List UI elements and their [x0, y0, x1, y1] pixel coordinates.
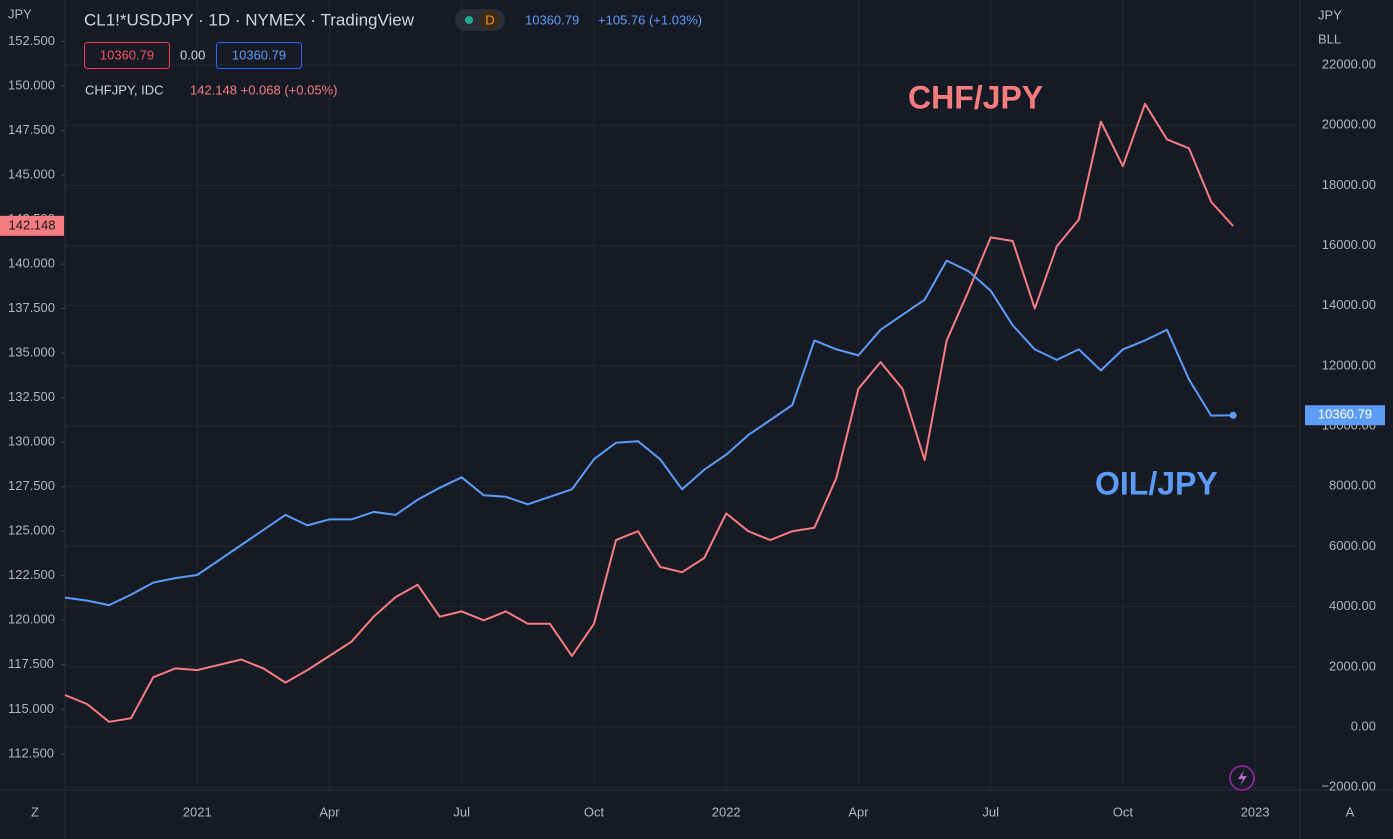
y2-tick-label: 2000.00 [1329, 658, 1376, 673]
overlay-quote: 142.148 +0.068 (+0.05%) [190, 82, 337, 97]
y2-tick-label: 16000.00 [1322, 237, 1376, 252]
y-tick-label: 117.500 [8, 656, 54, 671]
left-corner[interactable]: Z [31, 804, 39, 819]
y-tick-label: 132.500 [8, 389, 55, 404]
grid [65, 0, 1300, 790]
x-tick-label: Jul [453, 804, 470, 819]
right-unit: BLL [1318, 31, 1341, 46]
right-currency: JPY [1318, 7, 1342, 22]
y-tick-label: 145.000 [8, 166, 55, 181]
y2-tick-label: 22000.00 [1322, 56, 1376, 71]
right-corner[interactable]: A [1346, 804, 1355, 819]
plot [64, 102, 1237, 723]
y-tick-label: 125.000 [8, 523, 55, 538]
price-change: +105.76 (+1.03%) [598, 12, 702, 27]
last-price: 10360.79 [525, 12, 579, 27]
last-point [1229, 411, 1237, 419]
symbol-title[interactable]: CL1!*USDJPY · 1D · NYMEX · TradingView [84, 10, 415, 29]
price-label: 10360.79 [1318, 407, 1372, 422]
badge: D [485, 12, 494, 27]
y2-tick-label: 0.00 [1351, 718, 1376, 733]
annotation: CHF/JPY [908, 79, 1043, 115]
y2-tick-label: 8000.00 [1329, 478, 1376, 493]
y2-tick-label: −2000.00 [1321, 779, 1376, 794]
ask: 10360.79 [232, 47, 286, 62]
spread: 0.00 [180, 47, 205, 62]
x-tick-label: 2023 [1241, 804, 1270, 819]
y-tick-label: 137.500 [8, 300, 55, 315]
y2-tick-label: 6000.00 [1329, 538, 1376, 553]
bid-box[interactable] [84, 42, 170, 69]
y-tick-label: 120.000 [8, 612, 55, 627]
ask-box[interactable] [216, 42, 302, 69]
x-tick-label: Jul [982, 804, 999, 819]
left-currency[interactable]: JPY [8, 6, 32, 21]
y-tick-label: 152.500 [8, 33, 55, 48]
annotation: OIL/JPY [1095, 465, 1218, 501]
y-tick-label: 150.000 [8, 77, 55, 92]
y2-tick-label: 4000.00 [1329, 598, 1376, 613]
y-tick-label: 130.000 [8, 434, 55, 449]
overlay-symbol[interactable]: CHFJPY, IDC [85, 82, 164, 97]
y2-tick-label: 14000.00 [1322, 297, 1376, 312]
x-tick-label: 2022 [712, 804, 741, 819]
y-tick-label: 112.500 [8, 745, 54, 760]
status-dot [465, 16, 473, 24]
y2-tick-label: 12000.00 [1322, 357, 1376, 372]
x-tick-label: 2021 [183, 804, 212, 819]
alert-icon[interactable] [1229, 765, 1255, 791]
y-tick-label: 147.500 [8, 122, 55, 137]
price-label-bg [1305, 405, 1385, 426]
bid: 10360.79 [100, 47, 154, 62]
y2-tick-label: 18000.00 [1322, 177, 1376, 192]
series-line [64, 102, 1234, 723]
x-tick-label: Oct [1113, 804, 1134, 819]
x-tick-label: Apr [848, 804, 869, 819]
x-tick-label: Oct [584, 804, 605, 819]
y-tick-label: 122.500 [8, 567, 55, 582]
series-line [64, 259, 1234, 607]
price-label: 142.148 [9, 217, 56, 232]
y-tick-label: 115.000 [8, 701, 54, 716]
x-tick-label: Apr [319, 804, 340, 819]
y-tick-label: 140.000 [8, 256, 55, 271]
y2-tick-label: 20000.00 [1322, 117, 1376, 132]
alert-bolt [1238, 770, 1247, 786]
y-tick-label: 127.500 [8, 478, 55, 493]
price-label-bg [0, 215, 64, 236]
y-tick-label: 135.000 [8, 345, 55, 360]
badge-bg [480, 10, 500, 30]
